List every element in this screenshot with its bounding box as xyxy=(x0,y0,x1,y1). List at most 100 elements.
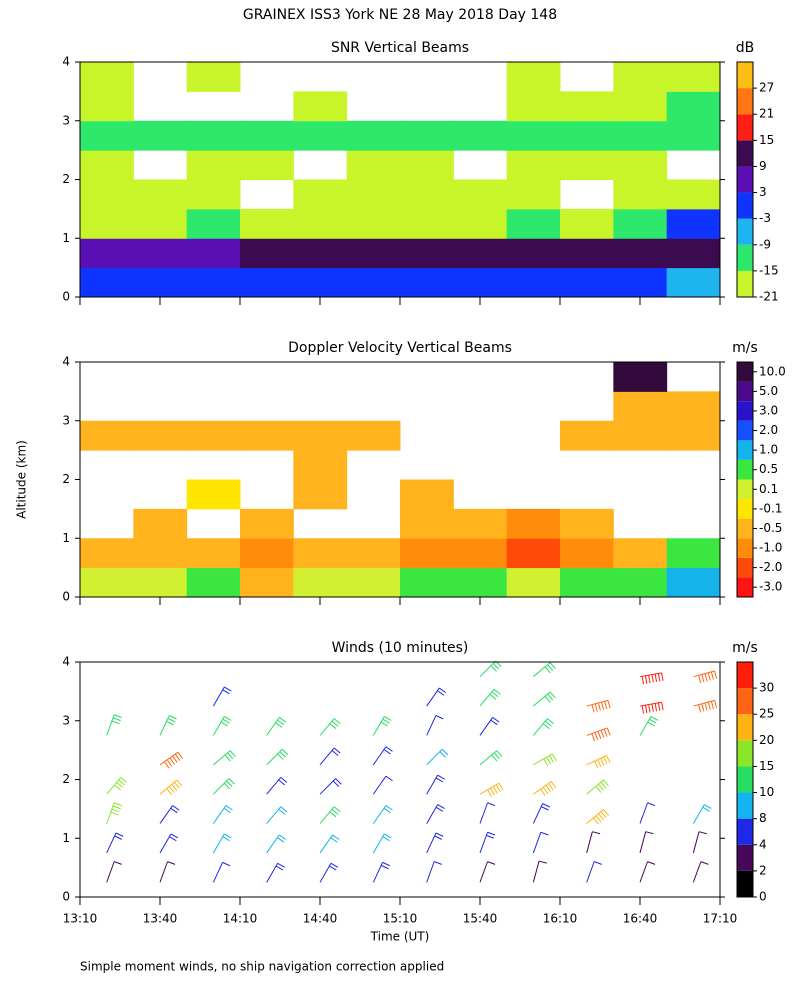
wind-barb xyxy=(266,862,285,883)
colorbar-block xyxy=(737,740,753,767)
heat-cell xyxy=(506,150,561,180)
colorbar-tick-label: -15 xyxy=(759,263,779,277)
heat-cell xyxy=(346,179,401,210)
heat-cell xyxy=(613,567,668,598)
heat-cell xyxy=(240,538,294,569)
wind-barb xyxy=(479,831,496,854)
heat-cell xyxy=(400,208,454,239)
colorbar-tick-label: 27 xyxy=(759,81,774,95)
wind-barb xyxy=(692,861,709,883)
wind-barb xyxy=(639,672,664,685)
wind-barb xyxy=(479,660,502,678)
colorbar-tick-label: 10 xyxy=(759,785,774,799)
heat-cell xyxy=(293,120,348,151)
heat-cell xyxy=(560,120,614,151)
colorbar-tick-label: -2.0 xyxy=(759,560,782,574)
colorbar-tick-label: 0.1 xyxy=(759,482,778,496)
heat-cell xyxy=(613,208,668,239)
heat-cell xyxy=(560,238,614,269)
heat-cell xyxy=(133,238,188,269)
wind-barb xyxy=(479,717,500,736)
heat-cell xyxy=(240,208,294,239)
wind-barb xyxy=(586,861,602,883)
heat-cell xyxy=(346,420,401,451)
heat-cell xyxy=(240,567,294,598)
heat-cell xyxy=(400,238,454,269)
wind-barb xyxy=(426,687,447,707)
heat-cell xyxy=(133,538,188,569)
y-tick-label: 4 xyxy=(62,355,70,369)
heat-cell xyxy=(613,238,668,269)
heat-cell xyxy=(506,567,561,598)
wind-barb xyxy=(586,755,611,769)
heat-cell xyxy=(666,391,721,422)
heat-cell xyxy=(453,267,508,298)
heat-cell xyxy=(80,91,134,122)
colorbar-block xyxy=(737,459,753,480)
heat-cell xyxy=(666,91,721,122)
colorbar-block xyxy=(737,662,753,689)
wind-barb xyxy=(426,832,444,854)
x-tick-label: 15:10 xyxy=(383,912,418,926)
heat-cell xyxy=(560,508,614,539)
wind-barb xyxy=(586,779,610,795)
wind-barb xyxy=(692,804,712,824)
wind-barb xyxy=(266,748,289,766)
wind-barb xyxy=(533,781,557,796)
heat-cell xyxy=(453,508,508,539)
colorbar-unit: m/s xyxy=(732,340,758,356)
heat-cell xyxy=(346,567,401,598)
colorbar-block xyxy=(737,714,753,741)
wind-barb xyxy=(319,747,341,766)
colorbar-block xyxy=(737,62,753,89)
wind-barb xyxy=(212,833,232,854)
heat-cell xyxy=(453,179,508,210)
colorbar-tick-label: 5.0 xyxy=(759,384,778,398)
wind-barb xyxy=(266,806,288,824)
colorbar-tick-label: 15 xyxy=(759,759,774,773)
y-axis-label: Altitude (km) xyxy=(15,440,29,519)
wind-barb xyxy=(639,802,656,824)
colorbar-block xyxy=(737,420,753,441)
heat-cell xyxy=(666,208,721,239)
heat-cell xyxy=(666,420,721,451)
heat-cell xyxy=(186,120,241,151)
heat-cell xyxy=(453,238,508,269)
colorbar-tick-label: -0.1 xyxy=(759,501,782,515)
wind-barb xyxy=(532,803,551,824)
heat-cell xyxy=(186,538,241,569)
heat-cell xyxy=(80,238,134,269)
heat-cell xyxy=(186,567,241,598)
y-tick-label: 1 xyxy=(62,531,70,545)
wind-barb xyxy=(639,715,659,736)
colorbar-block xyxy=(737,844,753,871)
heat-cell xyxy=(240,267,294,298)
heat-cell xyxy=(666,179,721,210)
wind-barb xyxy=(212,778,235,795)
wind-barb xyxy=(586,831,601,854)
wind-barb xyxy=(266,834,287,854)
wind-barb xyxy=(106,861,122,883)
heat-cell xyxy=(80,267,134,298)
heat-cell xyxy=(453,567,508,598)
colorbar-block xyxy=(737,218,753,245)
colorbar-block xyxy=(737,244,753,271)
colorbar-block xyxy=(737,381,753,402)
wind-barb xyxy=(532,860,547,883)
heat-cell xyxy=(186,479,241,510)
heat-cell xyxy=(506,508,561,539)
wind-barb xyxy=(692,831,707,854)
heat-cell xyxy=(240,238,294,269)
colorbar-tick-label: -3 xyxy=(759,211,771,225)
heat-cell xyxy=(186,238,241,269)
heat-cell xyxy=(346,120,401,151)
heat-cell xyxy=(133,508,188,539)
heat-cell xyxy=(293,567,348,598)
colorbar-tick-label: 21 xyxy=(759,107,774,121)
wind-barb xyxy=(426,748,449,766)
heat-cell xyxy=(506,208,561,239)
heat-cell xyxy=(613,420,668,451)
colorbar-tick-label: -0.5 xyxy=(759,521,782,535)
colorbar-block xyxy=(737,688,753,715)
